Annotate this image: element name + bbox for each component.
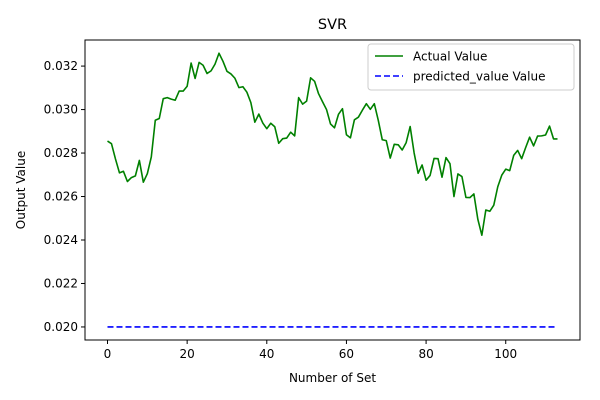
y-tick-label: 0.028 <box>44 146 78 160</box>
x-tick-label: 100 <box>494 347 517 361</box>
chart-title: SVR <box>318 17 347 33</box>
y-axis-ticks: 0.020 0.022 0.024 0.026 0.028 0.030 0.032 <box>44 59 85 334</box>
y-tick-label: 0.030 <box>44 103 78 117</box>
legend-label-predicted: predicted_value Value <box>413 70 545 84</box>
series-layer <box>107 52 558 328</box>
x-tick-label: 0 <box>104 347 112 361</box>
x-tick-label: 40 <box>259 347 274 361</box>
series-line-actual <box>107 52 558 237</box>
legend-box <box>367 43 575 91</box>
y-tick-label: 0.032 <box>44 59 78 73</box>
y-tick-label: 0.026 <box>44 190 78 204</box>
x-axis-label: Number of Set <box>289 371 376 385</box>
x-tick-label: 60 <box>339 347 354 361</box>
legend-label-actual: Actual Value <box>413 50 487 64</box>
y-tick-label: 0.022 <box>44 276 78 290</box>
x-axis-ticks: 0 20 40 60 80 100 <box>104 340 517 361</box>
y-tick-label: 0.020 <box>44 320 78 334</box>
x-tick-label: 80 <box>418 347 433 361</box>
x-tick-label: 20 <box>180 347 195 361</box>
plot-frame <box>84 39 581 341</box>
y-axis-label: Output Value <box>14 151 28 229</box>
y-tick-label: 0.024 <box>44 233 78 247</box>
legend: Actual Value predicted_value Value <box>367 43 575 91</box>
